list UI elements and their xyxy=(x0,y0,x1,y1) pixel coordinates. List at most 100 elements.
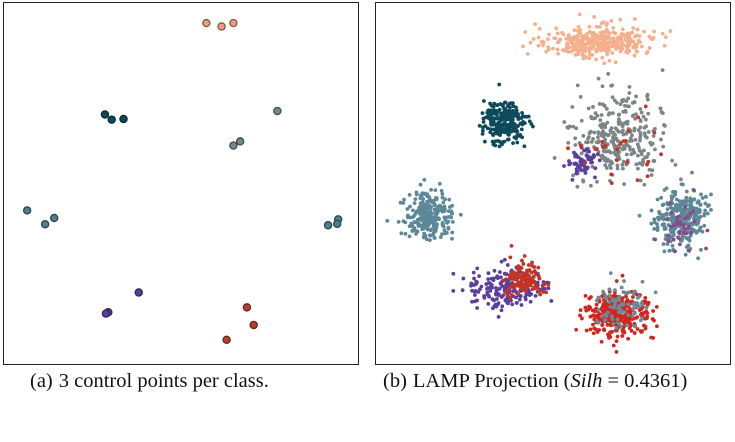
projected-point-8-62 xyxy=(599,339,604,344)
projected-point-4-159 xyxy=(432,207,437,212)
projected-point-3-32 xyxy=(577,164,582,168)
projected-point-4-67 xyxy=(439,188,444,193)
projected-point-6-115 xyxy=(460,288,465,293)
projected-point-7-55 xyxy=(530,264,535,268)
projected-point-5-268 xyxy=(655,225,660,230)
projected-point-6-54 xyxy=(486,271,491,276)
projected-point-6-13 xyxy=(473,293,477,297)
projected-point-3-33 xyxy=(593,166,598,171)
projected-point-11-32 xyxy=(705,228,710,233)
projected-point-6-198 xyxy=(507,281,511,286)
projected-point-4-199 xyxy=(398,200,403,205)
projected-point-5-49 xyxy=(667,248,672,253)
projected-point-2-280 xyxy=(638,161,643,166)
projected-point-7-106 xyxy=(512,275,516,280)
projected-point-1-133 xyxy=(499,111,503,116)
projected-point-6-176 xyxy=(492,298,496,303)
projected-point-7-115 xyxy=(516,275,521,280)
projected-point-0-268 xyxy=(614,47,618,51)
projected-point-1-183 xyxy=(505,104,510,108)
projected-point-0-263 xyxy=(615,36,620,41)
projected-point-2-242 xyxy=(599,154,603,158)
projected-point-0-258 xyxy=(621,32,625,37)
projected-point-2-90 xyxy=(673,163,678,167)
projected-point-0-275 xyxy=(611,30,616,35)
projected-point-2-201 xyxy=(630,133,634,138)
projected-point-0-246 xyxy=(602,34,606,39)
projected-point-9-46 xyxy=(596,295,601,300)
projected-point-2-278 xyxy=(646,130,651,134)
projected-point-5-243 xyxy=(702,213,707,218)
projected-point-4-60 xyxy=(458,212,463,217)
projected-point-3-56 xyxy=(572,162,577,166)
projected-point-2-157 xyxy=(622,182,626,186)
projected-point-0-174 xyxy=(547,32,551,37)
projected-point-1-221 xyxy=(508,128,513,133)
control-point-0-2 xyxy=(229,18,238,28)
projected-point-8-271 xyxy=(622,320,626,325)
projected-point-9-40 xyxy=(614,326,619,330)
projected-point-6-158 xyxy=(475,298,479,303)
projected-point-9-73 xyxy=(633,289,637,294)
projected-point-5-10 xyxy=(690,170,694,175)
projected-point-1-78 xyxy=(481,128,485,133)
projected-point-4-161 xyxy=(433,222,438,227)
projected-point-0-335 xyxy=(565,44,570,48)
projected-point-8-319 xyxy=(578,313,582,318)
projected-point-2-258 xyxy=(603,149,608,154)
projected-point-5-133 xyxy=(637,213,642,218)
projected-point-8-232 xyxy=(606,334,611,339)
projected-point-8-330 xyxy=(644,316,649,321)
projected-point-2-29 xyxy=(642,182,647,187)
projected-point-8-228 xyxy=(591,313,596,318)
projected-point-1-172 xyxy=(527,119,532,124)
projected-point-2-62 xyxy=(610,111,615,115)
projected-point-1-226 xyxy=(516,117,521,122)
projected-point-7-117 xyxy=(524,289,529,294)
projected-point-4-103 xyxy=(441,200,446,205)
projected-point-2-261 xyxy=(579,118,584,123)
projected-point-2-144 xyxy=(638,131,643,135)
projected-point-1-117 xyxy=(481,125,485,130)
projected-point-9-31 xyxy=(611,297,616,302)
projected-point-4-64 xyxy=(413,197,418,202)
projected-point-8-194 xyxy=(611,343,616,348)
projected-point-4-233 xyxy=(396,219,401,224)
projected-point-10-5 xyxy=(615,147,620,152)
projected-point-0-191 xyxy=(537,26,542,31)
projected-point-1-67 xyxy=(482,99,486,103)
projected-point-2-204 xyxy=(625,104,630,109)
projected-point-2-283 xyxy=(607,163,612,168)
projected-point-2-140 xyxy=(658,106,663,111)
projected-point-5-270 xyxy=(681,212,686,217)
projected-point-6-140 xyxy=(515,301,519,305)
projected-point-4-130 xyxy=(428,238,432,242)
projected-point-0-143 xyxy=(605,21,609,26)
projected-point-2-92 xyxy=(649,173,654,177)
projected-point-5-261 xyxy=(689,201,694,206)
projected-point-6-129 xyxy=(528,299,533,304)
projected-point-2-118 xyxy=(661,131,666,135)
projected-point-10-21 xyxy=(614,158,619,162)
projected-point-6-74 xyxy=(482,294,486,298)
projected-point-1-145 xyxy=(485,126,490,131)
projected-point-8-50 xyxy=(588,314,593,319)
projected-point-4-222 xyxy=(410,215,415,220)
projected-point-11-34 xyxy=(681,230,686,235)
projected-point-11-36 xyxy=(673,249,677,254)
projected-point-1-193 xyxy=(509,101,514,106)
projected-point-7-110 xyxy=(544,290,548,295)
projected-point-0-185 xyxy=(637,34,642,38)
caption-b-silh-label: Silh xyxy=(570,370,603,392)
projected-point-1-175 xyxy=(519,127,524,132)
projected-point-9-74 xyxy=(611,321,616,326)
projected-point-9-58 xyxy=(622,279,626,283)
projected-point-11-19 xyxy=(669,224,673,229)
projected-point-4-206 xyxy=(406,213,410,218)
projected-point-9-11 xyxy=(612,305,616,310)
projected-point-11-18 xyxy=(666,238,671,243)
projected-point-5-100 xyxy=(696,256,700,261)
projected-point-0-299 xyxy=(607,58,612,63)
projected-point-6-175 xyxy=(470,288,474,293)
projected-point-4-188 xyxy=(435,206,440,210)
